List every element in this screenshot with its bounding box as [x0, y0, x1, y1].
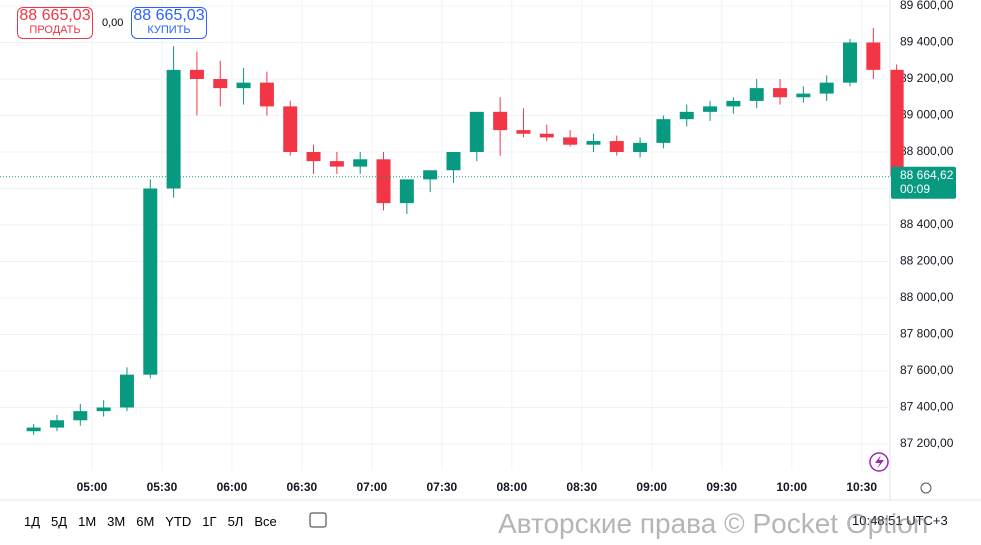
- settings-icon[interactable]: [920, 482, 932, 494]
- y-tick-label: 88 200,00: [900, 254, 954, 268]
- x-tick-label: 06:30: [287, 480, 318, 494]
- range-button[interactable]: YTD: [165, 514, 192, 529]
- sell-price: 88 665,03: [19, 7, 91, 24]
- candle-body: [26, 427, 41, 432]
- y-tick-label: 89 600,00: [900, 0, 954, 12]
- y-tick-label: 89 200,00: [900, 71, 954, 85]
- candle-body: [306, 152, 321, 162]
- candle-body: [586, 141, 601, 145]
- buy-label: КУПИТЬ: [147, 24, 191, 36]
- x-tick-label: 06:00: [217, 480, 248, 494]
- buy-button[interactable]: 88 665,03 КУПИТЬ: [131, 7, 207, 39]
- candle-body: [679, 111, 694, 120]
- sell-button[interactable]: 88 665,03 ПРОДАТЬ: [17, 7, 93, 39]
- candle-body: [423, 170, 438, 180]
- candle-body: [493, 111, 508, 131]
- candle-body: [259, 82, 274, 107]
- y-tick-label: 87 400,00: [900, 400, 954, 414]
- candle-body: [866, 42, 881, 70]
- candle-body: [773, 88, 788, 98]
- countdown: 00:09: [900, 182, 930, 196]
- sell-label: ПРОДАТЬ: [29, 24, 81, 36]
- candle-body: [353, 159, 368, 167]
- x-tick-label: 10:00: [776, 480, 807, 494]
- candle-body: [843, 42, 858, 83]
- y-tick-label: 88 000,00: [900, 290, 954, 304]
- x-tick-label: 05:30: [147, 480, 178, 494]
- candle-body: [563, 137, 578, 145]
- candle-body: [796, 93, 811, 98]
- range-button[interactable]: 1Д: [24, 514, 41, 529]
- candle-body: [819, 82, 834, 94]
- candle-body: [189, 69, 204, 79]
- candle-body: [283, 106, 298, 152]
- candle-body: [166, 69, 181, 189]
- spread: 0,00: [102, 17, 124, 29]
- y-tick-label: 88 400,00: [900, 217, 954, 231]
- x-tick-label: 09:30: [706, 480, 737, 494]
- candle-body: [376, 159, 391, 204]
- candle-body: [73, 411, 88, 421]
- candle-body: [143, 188, 158, 375]
- candle-body: [656, 119, 671, 143]
- candle-body: [49, 420, 64, 428]
- candle-body: [749, 88, 764, 101]
- candle-body: [329, 161, 344, 167]
- x-tick-label: 07:00: [357, 480, 388, 494]
- candle-body: [446, 152, 461, 171]
- buy-price: 88 665,03: [133, 7, 205, 24]
- watermark: Авторские права © Pocket Option: [498, 508, 929, 539]
- range-button[interactable]: 6М: [136, 514, 155, 529]
- y-tick-label: 87 200,00: [900, 436, 954, 450]
- candle-body: [889, 69, 904, 177]
- clock: 10:48:51 UTC+3: [852, 513, 948, 528]
- x-tick-label: 07:30: [426, 480, 457, 494]
- x-tick-label: 09:00: [636, 480, 667, 494]
- candle-body: [236, 82, 251, 89]
- range-button[interactable]: 5Л: [227, 514, 244, 529]
- candle-body: [703, 106, 718, 112]
- x-tick-label: 10:30: [846, 480, 877, 494]
- y-tick-label: 89 000,00: [900, 108, 954, 122]
- x-tick-label: 08:30: [566, 480, 597, 494]
- y-tick-label: 88 800,00: [900, 144, 954, 158]
- last-price-label: 88 664,62: [900, 168, 954, 182]
- last-price-box: [891, 166, 956, 199]
- candle-body: [633, 142, 648, 152]
- y-tick-label: 89 400,00: [900, 35, 954, 49]
- candle-body: [539, 133, 554, 138]
- candle-body: [213, 79, 228, 89]
- candle-body: [609, 141, 624, 152]
- y-tick-label: 87 600,00: [900, 363, 954, 377]
- candle-body: [399, 179, 414, 204]
- range-button[interactable]: 1М: [78, 514, 97, 529]
- candle-body: [119, 374, 134, 408]
- range-button[interactable]: Все: [254, 514, 277, 529]
- alert-icon-bolt: [875, 455, 884, 469]
- alert-icon[interactable]: [869, 452, 889, 472]
- x-tick-label: 05:00: [77, 480, 108, 494]
- candle-body: [516, 130, 531, 134]
- candle-body: [96, 407, 111, 412]
- range-bar: 1Д 5Д 1М 3М 6М YTD 1Г 5Л Все: [24, 514, 277, 529]
- range-button[interactable]: 3М: [107, 514, 126, 529]
- date-range-icon[interactable]: [309, 512, 327, 528]
- plot: 87 200,00 87 400,00 87 600,00 87 800,00 88 0…: [0, 0, 956, 494]
- range-button[interactable]: 1Г: [202, 514, 217, 529]
- x-tick-label: 08:00: [496, 480, 527, 494]
- candle-body: [469, 111, 484, 152]
- range-button[interactable]: 5Д: [51, 514, 68, 529]
- candle-body: [726, 100, 741, 107]
- y-tick-label: 87 800,00: [900, 327, 954, 341]
